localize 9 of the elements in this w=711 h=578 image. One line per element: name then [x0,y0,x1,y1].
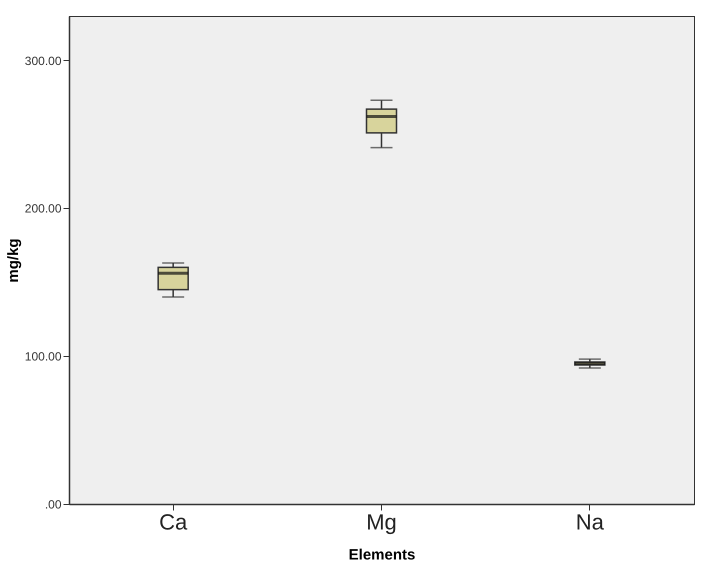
y-tick-label: 200.00 [24,202,62,216]
y-tick-label: 100.00 [24,350,62,364]
x-tick-label: Na [576,510,605,534]
x-axis-title: Elements [348,546,416,564]
x-tick-label: Ca [159,510,188,534]
y-axis-title: mg/kg [4,238,22,283]
x-tick-label: Mg [366,510,397,534]
y-tick-label: 300.00 [24,54,62,68]
y-tick-label: .00 [44,498,62,512]
